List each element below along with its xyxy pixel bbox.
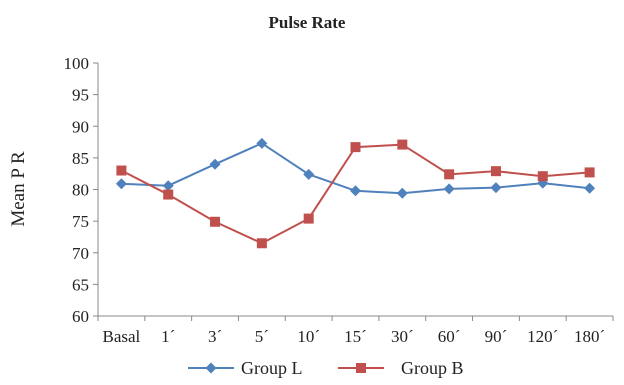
x-tick-label: 180´ [574,327,605,346]
legend-square-marker [356,363,366,373]
data-point [162,180,174,192]
data-point [350,185,361,197]
data-point [163,189,174,200]
y-tick-label: 100 [64,54,90,73]
data-point [115,178,127,190]
y-tick-label: 85 [72,149,89,168]
data-point [116,165,127,176]
y-axis-ticks: 60 65 70 75 80 85 90 95 100 [64,54,98,326]
x-tick-label: 15´ [344,327,367,346]
y-tick-label: 95 [72,86,89,105]
x-tick-label: 1´ [161,327,175,346]
data-point [256,238,267,249]
legend-item: Group B [338,358,464,378]
data-point [490,182,502,194]
x-tick-label: 3´ [208,327,222,346]
data-point [303,213,314,224]
data-point [209,158,221,170]
data-point [443,183,455,195]
legend-diamond-marker [205,362,217,374]
legend-item: Group L [188,358,303,378]
series-layer [115,137,596,249]
x-tick-label: 120´ [527,327,558,346]
data-point [444,169,455,180]
x-tick-label: 10´ [297,327,320,346]
y-tick-label: 60 [72,307,89,326]
series-group-b [116,139,595,249]
data-point [303,168,315,180]
y-tick-label: 70 [72,244,89,263]
y-tick-label: 80 [72,181,89,200]
data-point [397,139,408,150]
legend-label: Group B [401,358,464,378]
data-point [210,216,221,227]
x-axis-ticks: Basal 1´ 3´ 5´ 10´ 15´ 30´ 60´ 90´ 120´ 180´ [97,316,614,346]
y-tick-label: 75 [72,212,89,231]
y-tick-label: 90 [72,117,89,136]
x-tick-label: 90´ [485,327,508,346]
x-tick-label: 60´ [438,327,461,346]
x-tick-label: 5´ [255,327,269,346]
data-point [584,167,595,178]
data-point [490,166,501,177]
chart-title: Pulse Rate [269,13,346,32]
y-axis-label: Mean P R [8,151,29,227]
series-group-l [115,137,596,199]
y-tick-label: 65 [72,275,89,294]
data-point [256,137,268,149]
data-point [350,142,361,153]
data-point [584,182,596,194]
x-tick-label: Basal [103,327,141,346]
data-point [396,187,408,199]
legend-label: Group L [241,358,303,378]
legend: Group L Group B [188,358,464,378]
x-tick-label: 30´ [391,327,414,346]
data-point [537,171,548,182]
